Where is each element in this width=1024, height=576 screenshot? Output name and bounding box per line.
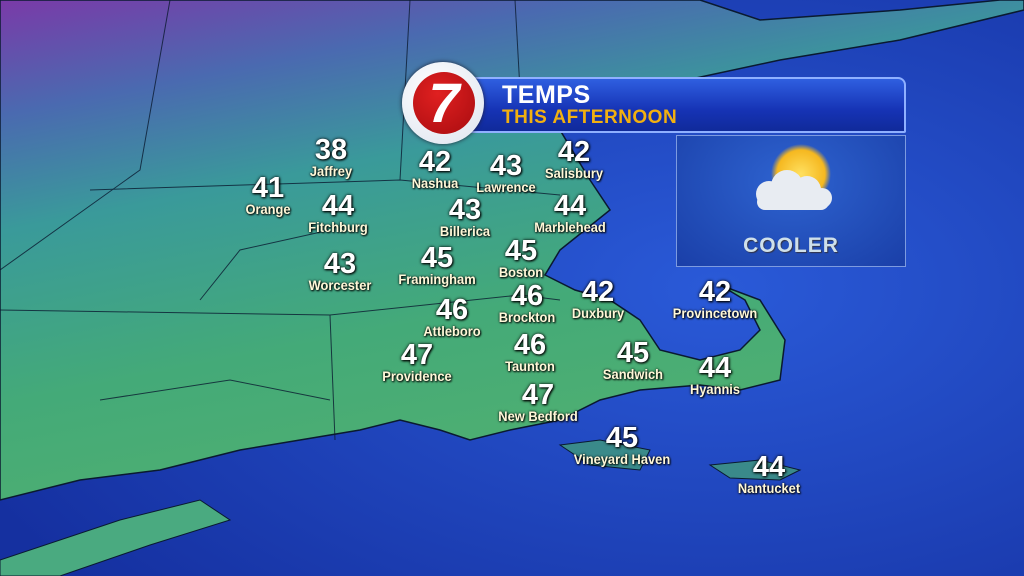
city-name: Boston: [498, 264, 544, 280]
city-temp: 42: [418, 146, 452, 178]
city-name: Salisbury: [545, 165, 603, 181]
city-temp: 42: [557, 136, 591, 168]
city-temp: 43: [323, 248, 357, 280]
city-label: 45 Boston: [497, 237, 545, 280]
city-label: 41 Orange: [243, 174, 292, 217]
city-temp: 46: [513, 329, 547, 361]
city-name: Hyannis: [689, 381, 741, 397]
city-label: 46 Attleboro: [421, 296, 483, 339]
city-label: 42 Duxbury: [570, 278, 627, 321]
city-name: Attleboro: [423, 323, 481, 339]
city-temp: 43: [448, 194, 482, 226]
city-label: 43 Billerica: [438, 196, 492, 239]
city-temp: 47: [400, 339, 434, 371]
city-name: Provincetown: [672, 305, 758, 321]
city-temp: 43: [489, 150, 523, 182]
city-temp: 44: [752, 451, 786, 483]
city-name: Taunton: [505, 358, 555, 374]
city-label: 42 Salisbury: [542, 138, 605, 181]
city-name: Duxbury: [571, 305, 625, 321]
city-name: Worcester: [308, 277, 372, 293]
city-label: 46 Taunton: [503, 331, 557, 374]
city-label: 47 Providence: [379, 341, 454, 384]
city-temp: 46: [435, 294, 469, 326]
city-name: Vineyard Haven: [573, 451, 671, 467]
city-label: 45 Vineyard Haven: [570, 424, 675, 467]
city-temp: 42: [581, 276, 615, 308]
city-name: Fitchburg: [308, 219, 368, 235]
city-temp: 41: [251, 172, 285, 204]
city-label: 43 Worcester: [306, 250, 374, 293]
banner-subtitle: THIS AFTERNOON: [502, 107, 678, 128]
city-label: 44 Marblehead: [531, 192, 609, 235]
city-temp: 38: [314, 134, 348, 166]
city-temp: 45: [616, 337, 650, 369]
city-label: 45 Sandwich: [600, 339, 665, 382]
forecast-label: COOLER: [743, 234, 839, 257]
city-name: Orange: [245, 201, 291, 217]
city-name: Nashua: [411, 175, 459, 191]
forecast-panel: COOLER: [676, 135, 906, 267]
title-banner: TEMPS THIS AFTERNOON: [468, 77, 906, 133]
land-mass: [0, 0, 1024, 501]
city-label: 45 Framingham: [395, 244, 479, 287]
city-temp: 45: [420, 242, 454, 274]
city-label: 38 Jaffrey: [308, 136, 354, 179]
city-temp: 46: [510, 280, 544, 312]
logo-seven: 7: [428, 71, 460, 134]
city-name: Brockton: [498, 309, 556, 325]
city-temp: 44: [321, 190, 355, 222]
city-temp: 42: [698, 276, 732, 308]
city-temp: 44: [698, 352, 732, 384]
station-logo: 7: [402, 62, 484, 144]
city-name: Billerica: [439, 223, 491, 239]
city-name: Sandwich: [602, 366, 664, 382]
city-label: 44 Fitchburg: [306, 192, 371, 235]
city-label: 42 Provincetown: [669, 278, 761, 321]
city-name: Marblehead: [534, 219, 606, 235]
city-temp: 45: [605, 422, 639, 454]
city-temp: 44: [553, 190, 587, 222]
city-temp: 47: [521, 379, 555, 411]
city-label: 47 New Bedford: [495, 381, 581, 424]
city-label: 44 Nantucket: [735, 453, 803, 496]
city-name: Providence: [382, 368, 452, 384]
city-label: 42 Nashua: [410, 148, 461, 191]
city-name: New Bedford: [498, 408, 578, 424]
city-name: Nantucket: [737, 480, 801, 496]
city-name: Jaffrey: [309, 163, 353, 179]
banner-title: TEMPS: [502, 81, 591, 109]
city-name: Framingham: [398, 271, 476, 287]
city-label: 44 Hyannis: [688, 354, 742, 397]
city-name: Lawrence: [476, 179, 536, 195]
city-label: 46 Brockton: [496, 282, 557, 325]
partly-cloudy-icon: [756, 144, 832, 210]
city-label: 43 Lawrence: [474, 152, 539, 195]
city-temp: 45: [504, 235, 538, 267]
